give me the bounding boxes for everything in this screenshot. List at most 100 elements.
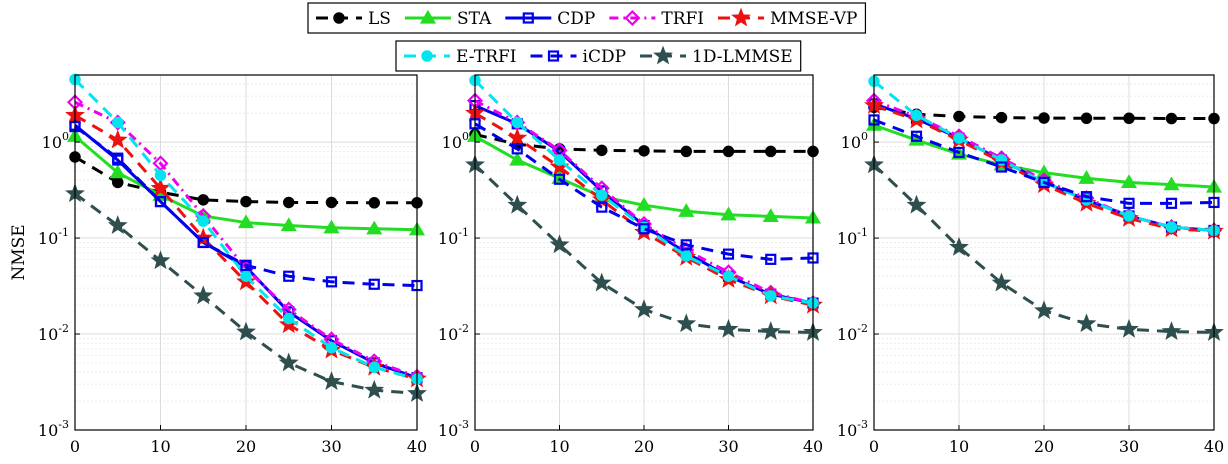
data-point-sta — [323, 219, 340, 234]
y-axis-label: NMSE — [9, 224, 29, 280]
data-point-icdp — [953, 146, 965, 159]
data-point-e-trfi — [197, 215, 209, 227]
series-group — [465, 74, 823, 341]
data-point-icdp — [368, 278, 380, 290]
series-line-trfi — [74, 100, 418, 379]
data-point-sta — [720, 206, 737, 221]
x-tick-label: 0 — [470, 437, 480, 456]
data-point-icdp — [1165, 197, 1178, 209]
data-point-e-trfi — [368, 361, 380, 374]
data-point-1d-lmmse — [718, 318, 739, 338]
y-tick-label: 10-3 — [837, 418, 868, 440]
data-point-1d-lmmse — [549, 234, 570, 254]
legend-marker-e-trfi — [421, 50, 433, 62]
data-point-sta — [1163, 176, 1180, 191]
data-point-icdp — [596, 201, 608, 213]
legend-label-cdp: CDP — [557, 9, 595, 29]
data-point-1d-lmmse — [1034, 300, 1054, 320]
series-line-1d-lmmse — [74, 192, 418, 396]
legend-area: LS STA CDP TRFI MMSE-VP E-TRFI iCDP 1D-LMMSE — [307, 2, 867, 72]
x-tick-label: 10 — [150, 437, 170, 456]
data-point-mmse-vp — [150, 177, 171, 197]
legend-label-icdp: iCDP — [583, 47, 627, 67]
y-tick-label: 10-1 — [438, 226, 469, 248]
data-point-1d-lmmse — [364, 379, 385, 399]
data-point-icdp — [154, 195, 167, 208]
x-tick-label: 30 — [321, 437, 341, 456]
data-point-1d-lmmse — [1119, 318, 1139, 338]
data-point-mmse-vp — [107, 129, 128, 149]
data-point-1d-lmmse — [321, 371, 342, 390]
data-point-e-trfi — [283, 312, 295, 325]
data-point-e-trfi — [1165, 221, 1178, 233]
x-tick-label: 0 — [869, 437, 879, 456]
data-point-e-trfi — [240, 270, 252, 282]
data-point-ls — [197, 194, 209, 206]
series-line-icdp — [873, 118, 1215, 205]
x-tick-label: 20 — [1034, 437, 1054, 456]
y-tick-label: 10-3 — [38, 418, 69, 440]
series-group — [65, 73, 427, 402]
data-point-1d-lmmse — [236, 321, 256, 341]
series-line-e-trfi — [873, 80, 1215, 232]
legend-label-mmse-vp: MMSE-VP — [770, 9, 857, 29]
data-point-sta — [1078, 170, 1095, 184]
y-tick-label: 10-3 — [438, 418, 469, 440]
data-point-icdp — [910, 130, 923, 142]
data-point-icdp — [680, 239, 692, 251]
data-point-1d-lmmse — [949, 236, 969, 256]
data-point-e-trfi — [553, 154, 566, 166]
data-point-ls — [1165, 112, 1178, 125]
legend-label-trfi: TRFI — [661, 9, 704, 29]
data-point-ls — [722, 145, 735, 158]
data-point-icdp — [995, 161, 1008, 173]
data-point-1d-lmmse — [906, 194, 927, 214]
data-point-e-trfi — [765, 290, 777, 302]
data-point-1d-lmmse — [634, 299, 654, 318]
data-point-icdp — [325, 276, 338, 288]
chart-panel-2: 0 10 20 30 40 10-3 10-2 10-1 100 — [438, 74, 823, 456]
y-tick-label: 10-2 — [438, 322, 469, 344]
data-point-ls — [680, 145, 692, 158]
data-point-sta — [635, 197, 653, 211]
legend-row-1: LS STA CDP TRFI MMSE-VP — [307, 2, 867, 34]
data-point-ls — [1038, 112, 1050, 124]
legend-marker-sta — [419, 9, 436, 24]
data-point-e-trfi — [596, 189, 608, 201]
data-point-icdp — [511, 143, 523, 155]
x-tick-label: 10 — [549, 437, 569, 456]
y-tick-label: 100 — [841, 130, 868, 152]
data-point-1d-lmmse — [991, 272, 1012, 292]
y-tick-label: 100 — [42, 130, 69, 152]
legend-marker-cdp — [522, 12, 534, 24]
data-point-ls — [368, 197, 380, 209]
data-point-sta — [366, 220, 383, 235]
data-point-mmse-vp — [507, 127, 528, 147]
data-point-ls — [638, 145, 650, 157]
series-line-icdp — [74, 125, 418, 288]
data-point-1d-lmmse — [760, 321, 781, 341]
data-point-ls — [995, 111, 1008, 124]
x-tick-label: 40 — [407, 437, 427, 456]
data-point-1d-lmmse — [1076, 313, 1097, 333]
data-point-ls — [765, 145, 777, 158]
data-point-1d-lmmse — [591, 272, 612, 292]
x-tick-label: 30 — [1119, 437, 1139, 456]
legend-row-2-frame — [395, 40, 802, 72]
data-point-sta — [109, 164, 126, 179]
legend-label-ls: LS — [368, 9, 391, 29]
legend-marker-ls — [333, 12, 345, 24]
data-point-icdp — [1038, 176, 1050, 189]
legend-marker-1d-lmmse — [653, 45, 673, 65]
x-tick-label: 20 — [634, 437, 654, 456]
y-tick-label: 10-1 — [38, 226, 69, 248]
data-point-e-trfi — [680, 250, 692, 262]
data-point-icdp — [638, 223, 650, 235]
legend-marker-mmse-vp — [731, 7, 751, 27]
data-point-icdp — [283, 270, 295, 282]
data-point-e-trfi — [325, 341, 338, 354]
data-point-ls — [325, 196, 338, 209]
data-point-e-trfi — [511, 116, 523, 129]
data-point-ls — [112, 176, 124, 189]
x-tick-label: 30 — [718, 437, 738, 456]
